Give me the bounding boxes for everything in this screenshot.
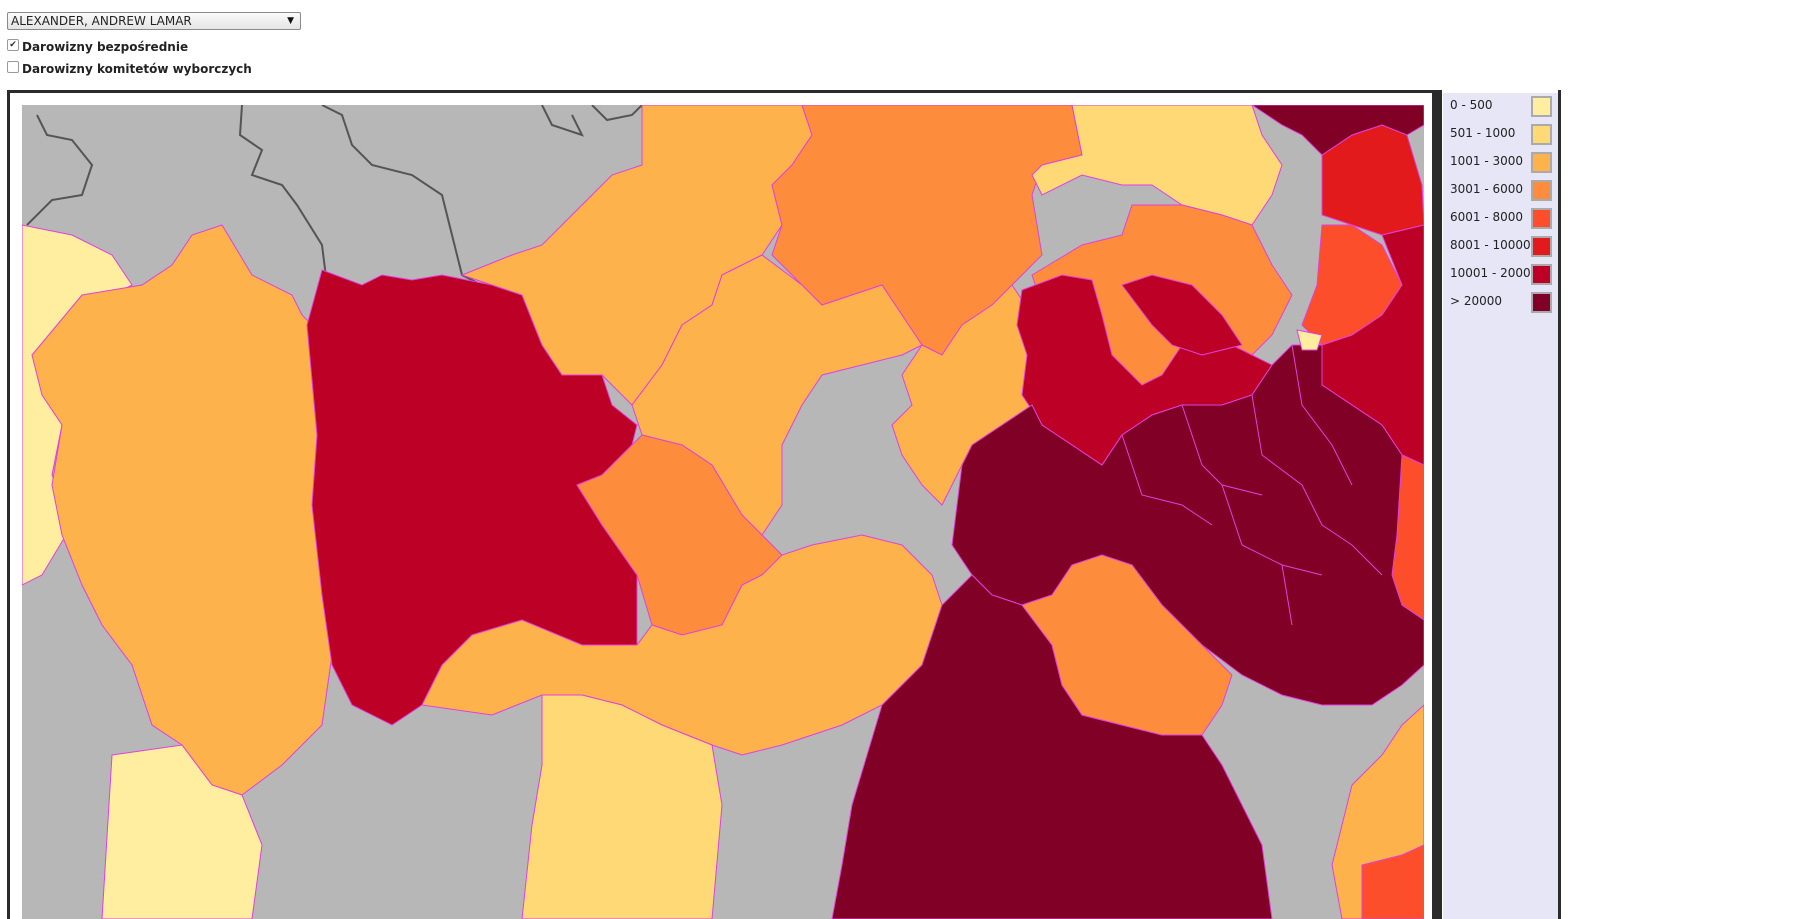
legend-item: 3001 - 6000 <box>1443 177 1561 205</box>
legend-label: 0 - 500 <box>1450 98 1493 112</box>
maroon-district-lines <box>1121 344 1383 626</box>
checkbox-committee-donations[interactable]: Darowizny komitetów wyborczych <box>7 60 252 78</box>
page-background-right <box>1561 90 1801 919</box>
legend-item: 501 - 1000 <box>1443 121 1561 149</box>
legend-frame <box>1432 90 1442 919</box>
map-svg[interactable] <box>22 105 1424 919</box>
legend-item: > 20000 <box>1443 289 1561 317</box>
legend-label: 6001 - 8000 <box>1450 210 1524 224</box>
region-1001-3000-west[interactable] <box>31 224 343 796</box>
legend: 0 - 500 501 - 1000 1001 - 3000 3001 - 60… <box>1443 93 1561 919</box>
checkbox-committee-donations-label: Darowizny komitetów wyborczych <box>22 62 252 76</box>
region-0-500-small[interactable] <box>1296 329 1323 351</box>
legend-swatch <box>1531 264 1552 285</box>
legend-label: 3001 - 6000 <box>1450 182 1524 196</box>
legend-item: 1001 - 3000 <box>1443 149 1561 177</box>
legend-label: 1001 - 3000 <box>1450 154 1524 168</box>
region-over-20000-northeast-corner[interactable] <box>1251 105 1424 156</box>
legend-swatch <box>1531 180 1552 201</box>
region-3001-6000-southeast[interactable] <box>1021 554 1233 736</box>
choropleth-map[interactable] <box>22 105 1424 919</box>
legend-item: 6001 - 8000 <box>1443 205 1561 233</box>
checkbox-committee-donations-box[interactable] <box>7 61 19 73</box>
legend-item: 8001 - 10000 <box>1443 233 1561 261</box>
checkbox-direct-donations[interactable]: ✔ Darowizny bezpośrednie <box>7 38 188 56</box>
legend-swatch <box>1531 236 1552 257</box>
legend-label: 501 - 1000 <box>1450 126 1516 140</box>
checkbox-direct-donations-label: Darowizny bezpośrednie <box>22 40 189 54</box>
region-10001-20000-loop[interactable] <box>1121 274 1243 356</box>
region-501-1000-northeast[interactable] <box>1031 105 1283 226</box>
candidate-select[interactable]: ALEXANDER, ANDREW LAMAR ▼ <box>7 12 301 30</box>
legend-label: > 20000 <box>1450 294 1503 308</box>
legend-swatch <box>1531 124 1552 145</box>
legend-swatch <box>1531 208 1552 229</box>
chevron-down-icon: ▼ <box>287 16 294 26</box>
region-501-1000-south[interactable] <box>521 694 723 919</box>
legend-swatch <box>1531 152 1552 173</box>
county-lines-gray <box>26 105 643 376</box>
candidate-select-value: ALEXANDER, ANDREW LAMAR <box>11 14 192 28</box>
legend-swatch <box>1531 292 1552 313</box>
legend-label: 10001 - 20000 <box>1450 266 1539 280</box>
legend-right-border <box>1558 90 1561 919</box>
legend-swatch <box>1531 96 1552 117</box>
checkbox-direct-donations-box[interactable]: ✔ <box>7 39 19 51</box>
legend-item: 0 - 500 <box>1443 93 1561 121</box>
legend-label: 8001 - 10000 <box>1450 238 1531 252</box>
region-0-500-south-west[interactable] <box>101 744 263 919</box>
legend-item: 10001 - 20000 <box>1443 261 1561 289</box>
region-6001-8000-far-southeast[interactable] <box>1361 844 1424 919</box>
